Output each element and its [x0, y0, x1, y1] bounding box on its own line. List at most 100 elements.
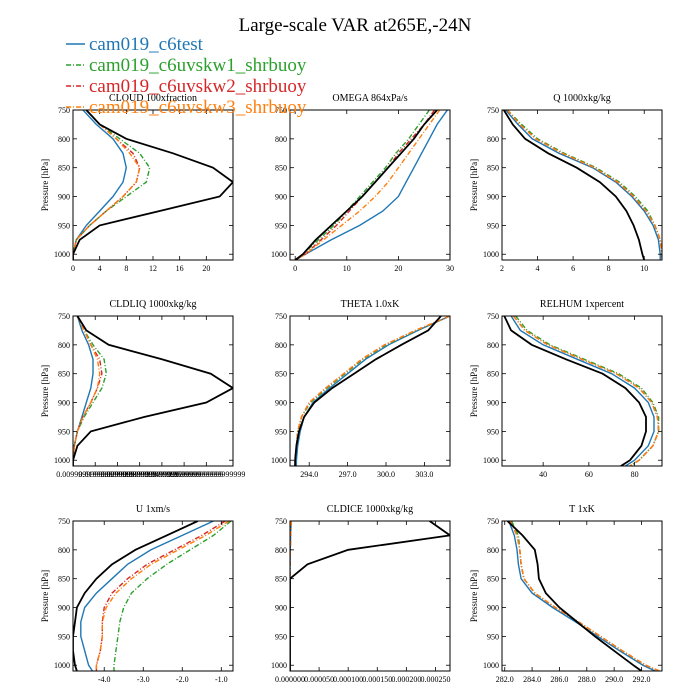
x-tick-label: -2.0 — [176, 675, 189, 684]
series-line-control — [294, 110, 438, 260]
x-tick-label: 300.0 — [377, 470, 395, 479]
y-tick-label: 750 — [487, 106, 499, 115]
x-tick-label: 60 — [585, 470, 593, 479]
legend-label: cam019_c6test — [89, 34, 204, 55]
x-tick-label: 290.0 — [605, 675, 623, 684]
y-tick-label: 950 — [275, 632, 287, 641]
legend: cam019_c6testcam019_c6uvskw1_shrbuoycam0… — [66, 34, 307, 118]
series-line-cam019-c6uvskw3-shrbuoy — [294, 110, 441, 260]
y-axis-label: Pressure [hPa] — [40, 365, 50, 417]
legend-label: cam019_c6uvskw3_shrbuoy — [89, 97, 307, 118]
plot-frame — [501, 520, 663, 672]
y-tick-label: 850 — [58, 575, 70, 584]
series-line-cam019-c6uvskw1-shrbuoy — [294, 316, 450, 466]
x-tick-label: 297.0 — [339, 470, 357, 479]
x-tick-label: 0.039999999999999999 — [123, 470, 201, 479]
x-tick-label: 0.000150 — [362, 675, 392, 684]
y-tick-label: 900 — [58, 604, 70, 613]
series-line-control — [294, 316, 442, 466]
x-tick-label: 4 — [98, 264, 102, 273]
series-line-cam019-c6uvskw1-shrbuoy — [510, 521, 660, 671]
y-tick-label: 950 — [275, 427, 287, 436]
series-line-cam019-c6uvskw3-shrbuoy — [509, 521, 660, 671]
x-tick-label: 10 — [640, 264, 648, 273]
series-line-control — [73, 521, 199, 671]
x-tick-label: 303.0 — [415, 470, 433, 479]
x-tick-label: 0 — [293, 264, 297, 273]
panel-7: 750 800 850 900 950 1000 -4.0 -3.0 -2.0 -1.0 Press… — [40, 504, 234, 684]
series-line-control — [73, 316, 233, 466]
y-tick-label: 750 — [275, 517, 287, 526]
y-axis-label: Pressure [hPa] — [40, 570, 50, 622]
panel-4: 75080085090095010000.0099999999999999990… — [40, 299, 245, 479]
legend-label: cam019_c6uvskw2_shrbuoy — [89, 76, 307, 97]
y-tick-label: 900 — [58, 193, 70, 202]
series-line-cam019-c6test — [510, 316, 655, 466]
x-tick-label: -4.0 — [98, 675, 111, 684]
series-line-cam019-c6test — [505, 110, 661, 260]
legend-label: cam019_c6uvskw1_shrbuoy — [89, 55, 307, 76]
x-tick-label: 0.049999999999999999 — [145, 470, 223, 479]
y-tick-label: 850 — [58, 164, 70, 173]
y-tick-label: 900 — [58, 399, 70, 408]
x-tick-label: 6 — [571, 264, 575, 273]
y-tick-label: 1000 — [271, 661, 287, 670]
plot-frame — [501, 315, 663, 467]
y-tick-label: 900 — [275, 193, 287, 202]
x-tick-label: 0.029999999999999999 — [101, 470, 179, 479]
y-tick-label: 850 — [58, 370, 70, 379]
x-tick-label: 0.000250 — [420, 675, 450, 684]
series-line-cam019-c6test — [295, 316, 450, 466]
x-tick-label: 294.0 — [300, 470, 318, 479]
x-tick-label: 0 — [71, 264, 75, 273]
y-tick-label: 950 — [487, 221, 499, 230]
y-tick-label: 900 — [487, 399, 499, 408]
panel-title: CLDICE 1000xkg/kg — [327, 504, 413, 515]
x-tick-label: 0.000200 — [391, 675, 421, 684]
y-tick-label: 950 — [487, 427, 499, 436]
series-line-control — [503, 110, 646, 260]
x-tick-label: 16 — [176, 264, 184, 273]
y-tick-label: 900 — [487, 193, 499, 202]
figure-title: Large-scale VAR at265E,-24N — [239, 15, 472, 36]
series-line-cam019-c6test — [508, 521, 656, 671]
y-tick-label: 800 — [487, 546, 499, 555]
panel-title: CLOUD 100xfraction — [109, 93, 197, 104]
x-tick-label: 286.0 — [550, 675, 568, 684]
y-tick-label: 800 — [275, 546, 287, 555]
panel-5: 750 800 850 900 950 1000 294.0 297.0 300.0 303.0 T… — [271, 299, 451, 479]
x-tick-label: 0.009999999999999999 — [56, 470, 134, 479]
y-tick-label: 1000 — [271, 250, 287, 259]
x-tick-label: 284.0 — [523, 675, 541, 684]
y-tick-label: 950 — [58, 427, 70, 436]
plot-frame — [72, 315, 234, 467]
plot-frame — [72, 520, 234, 672]
y-tick-label: 900 — [487, 604, 499, 613]
y-tick-label: 950 — [487, 632, 499, 641]
x-tick-label: 80 — [631, 470, 639, 479]
y-axis-label: Pressure [hPa] — [40, 159, 50, 211]
x-tick-label: 2 — [500, 264, 504, 273]
panel-title: OMEGA 864xPa/s — [332, 93, 407, 104]
series-line-cam019-c6uvskw1-shrbuoy — [294, 110, 430, 260]
series-line-control — [503, 316, 647, 466]
y-tick-label: 750 — [487, 517, 499, 526]
y-tick-label: 800 — [487, 135, 499, 144]
x-tick-label: 8 — [124, 264, 128, 273]
y-tick-label: 850 — [275, 164, 287, 173]
y-tick-label: 1000 — [483, 456, 499, 465]
y-tick-label: 800 — [58, 341, 70, 350]
x-tick-label: 10 — [343, 264, 351, 273]
y-tick-label: 750 — [58, 106, 70, 115]
y-tick-label: 800 — [58, 546, 70, 555]
y-tick-label: 1000 — [54, 456, 70, 465]
plot-frame — [72, 109, 234, 261]
y-axis-label: Pressure [hPa] — [469, 365, 479, 417]
x-tick-label: 288.0 — [578, 675, 596, 684]
y-tick-label: 1000 — [54, 250, 70, 259]
y-tick-label: 850 — [275, 370, 287, 379]
